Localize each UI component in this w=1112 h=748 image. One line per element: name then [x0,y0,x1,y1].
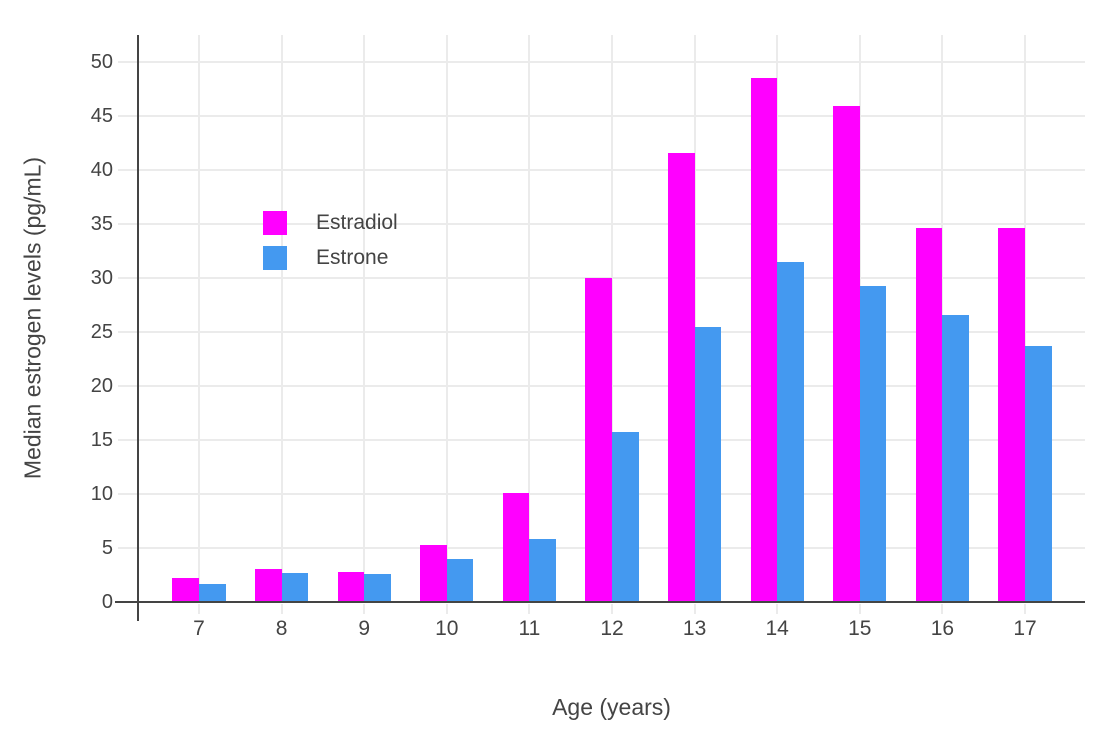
x-tick [363,604,366,614]
x-tick-label: 15 [848,617,872,640]
y-tick-label: 45 [90,105,113,127]
y-axis-title: Median estrogen levels (pg/mL) [19,156,46,480]
y-tick-label: 20 [90,375,113,397]
x-tick [198,604,200,614]
x-axis-title: Age (years) [552,694,671,720]
bar-estradiol-age-10[interactable] [420,544,447,602]
x-tick [776,604,779,614]
bar-estrone-age-11[interactable] [529,539,556,602]
x-tick [280,604,283,614]
x-tick-label: 13 [682,617,707,640]
bar-estradiol-age-9[interactable] [337,571,365,602]
x-gridline [445,35,448,602]
y-tick [118,547,138,549]
y-tick-label: 50 [90,51,113,73]
bar-estrone-age-10[interactable] [446,558,474,602]
legend-label-estradiol: Estradiol [316,211,398,234]
x-gridline [198,35,200,602]
x-tick-label: 17 [1013,617,1037,640]
y-tick [118,385,138,387]
x-tick-label: 12 [600,617,624,640]
x-tick [858,604,861,614]
y-tick [118,331,138,333]
legend-item-estrone[interactable]: Estrone [263,246,398,270]
y-tick [118,223,138,225]
bar-estrone-age-16[interactable] [942,314,969,602]
y-tick-label: 40 [90,159,113,181]
bar-estradiol-age-11[interactable] [502,492,530,602]
x-tick-label: 14 [765,617,789,640]
x-tick-label: 8 [275,617,288,640]
bar-estradiol-age-17[interactable] [998,228,1025,602]
x-gridline [363,35,366,602]
bar-estradiol-age-13[interactable] [668,152,695,602]
y-tick [118,439,138,441]
y-tick-label: 5 [101,537,113,559]
x-tick-label: 9 [358,617,371,640]
x-tick-label: 11 [518,617,541,640]
y-tick-label: 25 [90,321,113,343]
x-tick [941,604,944,614]
bar-estrone-age-7[interactable] [199,583,226,602]
y-tick [118,115,138,117]
bar-estrone-age-14[interactable] [777,261,804,602]
x-tick [528,604,531,614]
x-tick [693,604,696,614]
y-axis-line [137,35,139,621]
y-tick-label: 35 [90,213,113,235]
bar-estradiol-age-8[interactable] [255,568,282,602]
bar-estradiol-age-12[interactable] [585,278,612,602]
estradiol-color-swatch [263,211,287,235]
legend-label-estrone: Estrone [316,246,389,269]
y-tick-label: 30 [90,267,113,289]
y-tick-label: 15 [90,429,113,451]
x-tick-label: 10 [435,617,459,640]
x-axis-line [115,601,1085,603]
legend: Estradiol Estrone [263,211,398,281]
x-tick-label: 7 [193,617,205,640]
bar-estradiol-age-7[interactable] [172,578,199,602]
y-tick-label: 10 [90,483,113,505]
x-tick [445,604,448,614]
y-tick-label: 0 [101,591,113,613]
y-tick [118,493,138,495]
bar-estrone-age-8[interactable] [281,572,309,602]
bar-estrone-age-12[interactable] [612,432,639,602]
bar-estrone-age-9[interactable] [364,573,391,602]
bar-estrone-age-13[interactable] [694,326,722,602]
y-tick [118,277,138,279]
x-gridline [693,35,696,602]
y-tick [118,169,138,171]
bar-estradiol-age-14[interactable] [750,78,778,602]
bar-estrone-age-15[interactable] [859,285,887,602]
estrone-color-swatch [263,246,287,270]
legend-item-estradiol[interactable]: Estradiol [263,211,398,235]
x-gridline [611,35,613,602]
x-gridline [1024,35,1026,602]
bar-estradiol-age-15[interactable] [833,106,860,602]
x-tick [1024,604,1026,614]
bar-estradiol-age-16[interactable] [915,228,943,602]
x-gridline [280,35,283,602]
x-tick [611,604,613,614]
bar-estrone-age-17[interactable] [1025,346,1052,602]
x-gridline [528,35,531,602]
x-tick-label: 16 [930,617,955,640]
y-tick [118,61,138,63]
